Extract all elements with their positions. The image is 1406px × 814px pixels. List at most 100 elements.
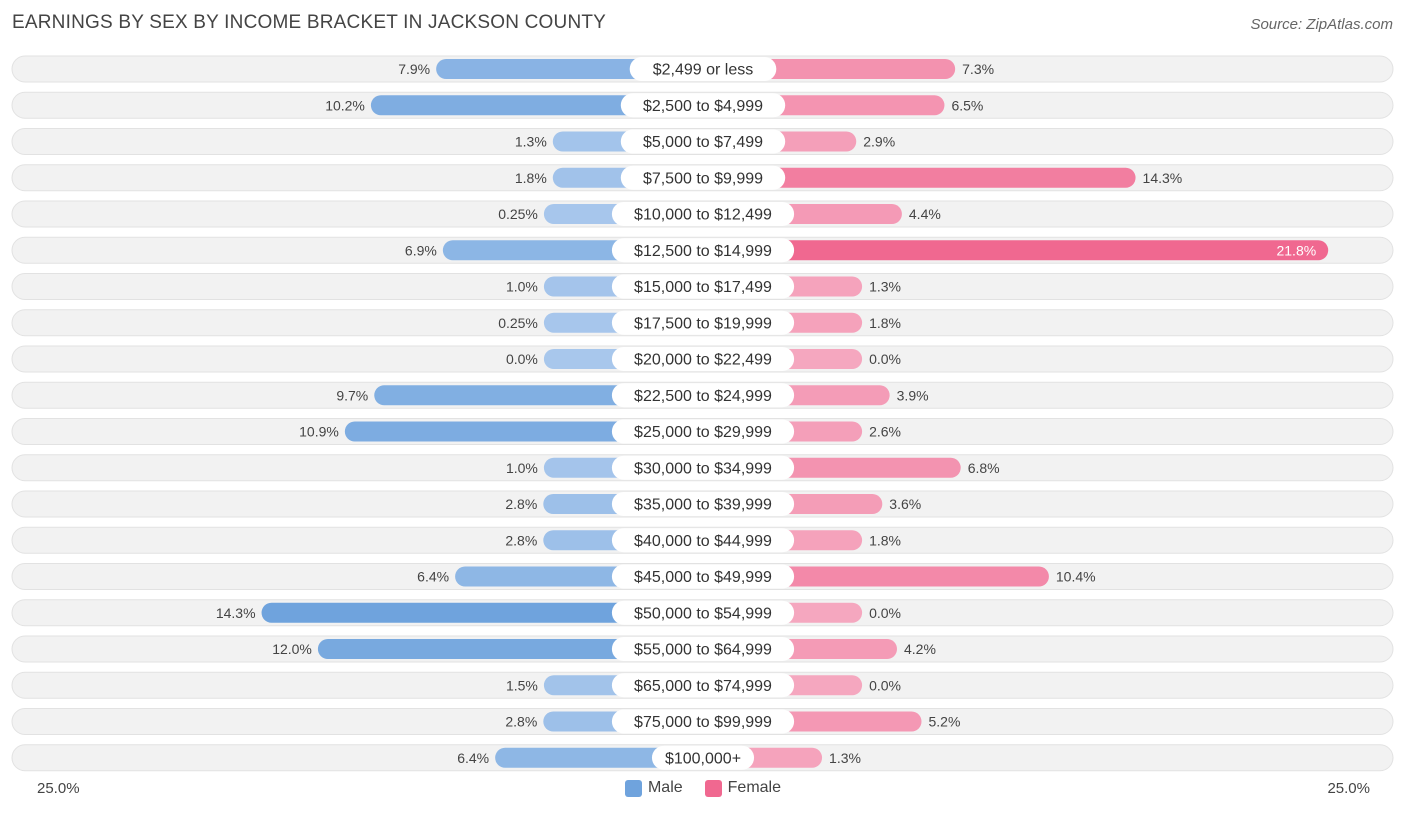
category-label: $35,000 to $39,999 bbox=[634, 497, 772, 514]
category-label: $45,000 to $49,999 bbox=[634, 569, 772, 586]
category-label: $12,500 to $14,999 bbox=[634, 243, 772, 260]
category-label: $5,000 to $7,499 bbox=[643, 134, 763, 151]
axis-min-label: 25.0% bbox=[37, 780, 80, 797]
male-value-label: 7.9% bbox=[398, 61, 430, 77]
male-value-label: 6.9% bbox=[405, 242, 437, 258]
male-value-label: 1.0% bbox=[506, 279, 538, 295]
table-row: $45,000 to $49,999 6.4% 10.4% bbox=[11, 563, 1394, 590]
male-value-label: 0.25% bbox=[498, 315, 538, 331]
category-label: $17,500 to $19,999 bbox=[634, 315, 772, 332]
category-label: $55,000 to $64,999 bbox=[634, 642, 772, 659]
male-value-label: 10.2% bbox=[325, 97, 365, 113]
female-value-label: 5.2% bbox=[929, 714, 961, 730]
female-value-label: 0.0% bbox=[869, 677, 901, 693]
category-label-bg bbox=[611, 528, 795, 553]
bar-female bbox=[703, 167, 1136, 188]
table-row: $100,000+ 6.4% 1.3% bbox=[11, 744, 1394, 772]
category-label-bg bbox=[620, 129, 786, 154]
male-value-label: 10.9% bbox=[299, 424, 339, 440]
bar-male bbox=[495, 747, 703, 768]
table-row: $55,000 to $64,999 12.0% 4.2% bbox=[11, 635, 1394, 663]
category-label-bg bbox=[620, 93, 786, 118]
category-label-bg bbox=[611, 383, 795, 408]
table-row: $2,499 or less 7.9% 7.3% bbox=[11, 55, 1394, 83]
category-label-bg bbox=[629, 57, 777, 81]
bar-male bbox=[261, 602, 703, 623]
male-value-label: 6.4% bbox=[457, 750, 489, 766]
category-label: $2,500 to $4,999 bbox=[643, 98, 763, 115]
male-value-label: 2.8% bbox=[505, 496, 537, 512]
female-value-label: 2.9% bbox=[863, 134, 895, 150]
female-value-label: 3.6% bbox=[889, 496, 921, 512]
category-label: $30,000 to $34,999 bbox=[634, 460, 772, 477]
female-value-label: 1.8% bbox=[869, 532, 901, 548]
category-label-bg bbox=[611, 600, 795, 625]
table-row: $40,000 to $44,999 2.8% 1.8% bbox=[11, 526, 1394, 554]
legend-item-male[interactable]: Male bbox=[624, 779, 683, 797]
table-row: $10,000 to $12,499 0.25% 4.4% bbox=[11, 200, 1394, 228]
category-label-bg bbox=[611, 673, 795, 698]
female-value-label: 21.8% bbox=[1276, 242, 1316, 258]
table-row: $22,500 to $24,999 9.7% 3.9% bbox=[11, 381, 1394, 409]
male-value-label: 12.0% bbox=[272, 641, 312, 657]
female-value-label: 10.4% bbox=[1056, 569, 1096, 585]
table-row: $15,000 to $17,499 1.0% 1.3% bbox=[11, 273, 1394, 300]
table-row: $12,500 to $14,999 6.9% 21.8% bbox=[11, 236, 1394, 264]
legend-swatch-female bbox=[704, 779, 722, 797]
male-value-label: 1.3% bbox=[515, 134, 547, 150]
legend-label-female: Female bbox=[727, 779, 782, 796]
male-value-label: 1.0% bbox=[506, 460, 538, 476]
category-label: $40,000 to $44,999 bbox=[634, 533, 772, 550]
bar-female bbox=[703, 240, 1329, 261]
category-label: $65,000 to $74,999 bbox=[634, 678, 772, 695]
category-label: $75,000 to $99,999 bbox=[634, 714, 772, 731]
category-label: $7,500 to $9,999 bbox=[643, 170, 763, 187]
category-label-bg bbox=[611, 492, 795, 516]
category-label: $20,000 to $22,499 bbox=[634, 352, 772, 369]
category-label-bg bbox=[611, 238, 795, 263]
table-row: $75,000 to $99,999 2.8% 5.2% bbox=[11, 708, 1394, 735]
female-value-label: 1.3% bbox=[829, 750, 861, 766]
category-label-bg bbox=[651, 745, 755, 770]
category-label-bg bbox=[611, 310, 795, 335]
category-label-bg bbox=[611, 637, 795, 661]
category-label-bg bbox=[611, 709, 795, 734]
female-value-label: 0.0% bbox=[869, 605, 901, 621]
chart-title: EARNINGS BY SEX BY INCOME BRACKET IN JAC… bbox=[12, 12, 607, 33]
category-label: $22,500 to $24,999 bbox=[634, 388, 772, 405]
category-label-bg bbox=[611, 274, 795, 299]
category-label-bg bbox=[611, 202, 795, 226]
male-value-label: 1.5% bbox=[506, 677, 538, 693]
legend-label-male: Male bbox=[647, 779, 683, 796]
legend: Male Female bbox=[0, 779, 1406, 797]
table-row: $25,000 to $29,999 10.9% 2.6% bbox=[11, 418, 1394, 445]
category-label-bg bbox=[620, 165, 786, 190]
female-value-label: 1.3% bbox=[869, 279, 901, 295]
female-value-label: 4.4% bbox=[909, 206, 941, 222]
male-value-label: 14.3% bbox=[216, 605, 256, 621]
male-value-label: 2.8% bbox=[505, 532, 537, 548]
legend-item-female[interactable]: Female bbox=[704, 779, 782, 797]
table-row: $2,500 to $4,999 10.2% 6.5% bbox=[11, 91, 1394, 119]
table-row: $20,000 to $22,499 0.0% 0.0% bbox=[11, 345, 1394, 373]
table-row: $30,000 to $34,999 1.0% 6.8% bbox=[11, 454, 1394, 482]
table-row: $5,000 to $7,499 1.3% 2.9% bbox=[11, 128, 1394, 155]
table-row: $35,000 to $39,999 2.8% 3.6% bbox=[11, 490, 1394, 518]
category-label: $2,499 or less bbox=[653, 62, 754, 79]
category-label: $25,000 to $29,999 bbox=[634, 424, 772, 441]
male-value-label: 0.25% bbox=[498, 206, 538, 222]
chart-area: $2,499 or less 7.9% 7.3% $2,500 to $4,999 10… bbox=[11, 55, 1394, 772]
category-label: $10,000 to $12,499 bbox=[634, 207, 772, 224]
table-row: $17,500 to $19,999 0.25% 1.8% bbox=[11, 309, 1394, 337]
legend-swatch-male bbox=[624, 779, 642, 797]
female-value-label: 6.8% bbox=[968, 460, 1000, 476]
category-label-bg bbox=[611, 347, 795, 371]
source-label: Source: ZipAtlas.com bbox=[1250, 16, 1393, 33]
male-value-label: 6.4% bbox=[417, 569, 449, 585]
male-value-label: 2.8% bbox=[505, 714, 537, 730]
axis-max-label: 25.0% bbox=[1327, 780, 1370, 797]
female-value-label: 0.0% bbox=[869, 351, 901, 367]
female-value-label: 2.6% bbox=[869, 424, 901, 440]
table-row: $50,000 to $54,999 14.3% 0.0% bbox=[11, 599, 1394, 627]
female-value-label: 6.5% bbox=[951, 97, 983, 113]
